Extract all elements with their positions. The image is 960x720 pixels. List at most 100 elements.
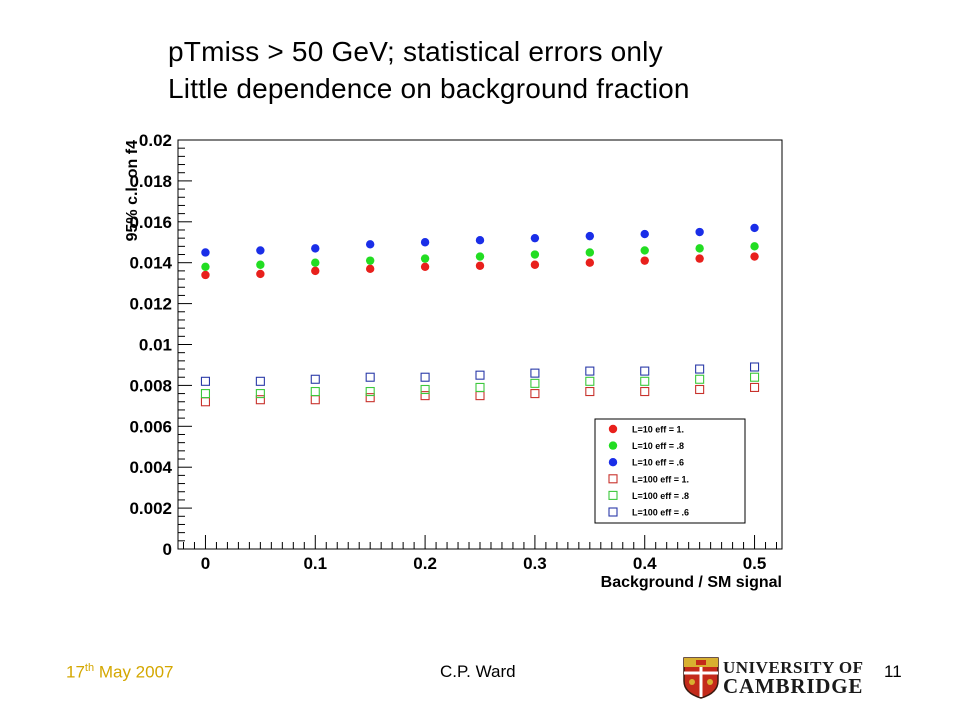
y-tick-label: 0.004	[129, 458, 172, 477]
data-point	[695, 374, 705, 384]
logo-line-2: CAMBRIDGE	[723, 674, 864, 698]
data-point	[695, 364, 705, 374]
data-point	[640, 366, 650, 376]
data-point	[255, 376, 265, 386]
data-point	[585, 386, 595, 397]
y-tick-label: 0.014	[129, 254, 172, 273]
legend-label: L=100 eff = .6	[632, 508, 689, 518]
x-axis-label: Background / SM signal	[601, 574, 782, 591]
data-point	[365, 256, 375, 265]
x-tick-label: 0.5	[743, 554, 767, 573]
university-logo: UNIVERSITY OF CAMBRIDGE	[683, 657, 878, 699]
legend-marker	[608, 474, 618, 484]
y-tick-label: 0.02	[139, 131, 172, 150]
data-point	[530, 250, 540, 259]
legend-box	[594, 418, 746, 524]
x-tick-label: 0.3	[523, 554, 547, 573]
data-point	[749, 372, 760, 382]
data-point	[475, 261, 485, 270]
legend-label: L=10 eff = 1.	[632, 425, 684, 435]
data-point	[530, 260, 540, 269]
legend-marker	[608, 441, 618, 450]
data-point	[585, 376, 595, 386]
data-point	[420, 372, 430, 382]
data-point	[201, 270, 210, 280]
data-point	[749, 382, 760, 392]
data-point	[530, 368, 540, 378]
y-tick-label: 0.006	[129, 417, 172, 436]
footer-author: C.P. Ward	[440, 662, 516, 681]
data-point	[585, 366, 595, 376]
data-point	[310, 374, 320, 384]
data-point	[749, 362, 760, 372]
data-point	[750, 252, 759, 261]
data-point	[695, 384, 705, 395]
data-point	[311, 266, 320, 276]
data-point	[585, 231, 595, 241]
legend-label: L=100 eff = 1.	[632, 474, 689, 484]
footer-date: 17th May 2007	[66, 662, 174, 682]
data-point	[256, 269, 265, 279]
y-tick-label: 0.018	[129, 172, 172, 191]
data-point	[695, 244, 704, 253]
data-point	[365, 386, 375, 397]
x-tick-label: 0.4	[633, 554, 657, 573]
x-tick-label: 0	[201, 554, 210, 573]
legend-marker	[608, 458, 618, 467]
data-point	[640, 246, 649, 255]
data-point	[585, 248, 595, 257]
y-tick-label: 0.016	[129, 213, 172, 232]
data-point	[311, 258, 320, 267]
data-point	[255, 395, 265, 405]
data-point	[311, 244, 320, 253]
data-point	[365, 393, 375, 403]
data-point	[420, 238, 430, 247]
data-point	[200, 397, 211, 407]
data-point	[201, 248, 210, 257]
data-point	[750, 242, 759, 251]
y-axis-label: 95% c.l. on f4	[124, 140, 141, 241]
data-point	[530, 233, 540, 243]
data-point	[640, 229, 649, 239]
x-tick-label: 0.1	[303, 554, 327, 573]
legend-marker	[608, 490, 618, 500]
scatter-chart: 0 0.002 0.004 0.006 0.008 0.01 0.012 0.014 0.016…	[124, 131, 783, 591]
cambridge-crest-icon	[683, 657, 719, 699]
data-point	[310, 395, 320, 405]
data-point	[420, 384, 430, 395]
y-tick-label: 0	[163, 540, 172, 559]
data-point	[420, 254, 430, 263]
data-point	[200, 389, 211, 399]
legend-marker	[608, 507, 618, 517]
legend-label: L=10 eff = .6	[632, 458, 684, 468]
y-tick-label: 0.012	[129, 295, 172, 314]
data-point	[585, 258, 595, 267]
data-point	[256, 260, 265, 269]
data-point	[695, 254, 704, 263]
data-point	[420, 262, 430, 271]
y-tick-label: 0.01	[139, 336, 172, 355]
data-point	[475, 391, 485, 401]
logo-line-1: UNIVERSITY OF	[723, 658, 864, 677]
data-point	[640, 386, 650, 397]
data-point	[310, 386, 320, 397]
data-point	[365, 264, 375, 274]
footer-page-number: 11	[884, 662, 902, 681]
data-point	[475, 382, 485, 392]
data-point	[640, 376, 650, 386]
data-point	[695, 227, 704, 237]
data-point	[256, 246, 265, 255]
slide-title-line-1: pTmiss > 50 GeV; statistical errors only	[168, 36, 663, 67]
data-point	[475, 236, 485, 245]
data-point	[420, 391, 430, 401]
y-tick-label: 0.008	[129, 376, 172, 395]
legend-marker	[608, 424, 618, 434]
legend-label: L=100 eff = .8	[632, 491, 689, 501]
data-point	[201, 262, 210, 271]
data-point	[640, 256, 649, 265]
data-point	[750, 223, 759, 233]
y-tick-label: 0.002	[129, 499, 172, 518]
data-point	[475, 370, 485, 380]
data-point	[530, 389, 540, 399]
data-point	[365, 240, 375, 249]
